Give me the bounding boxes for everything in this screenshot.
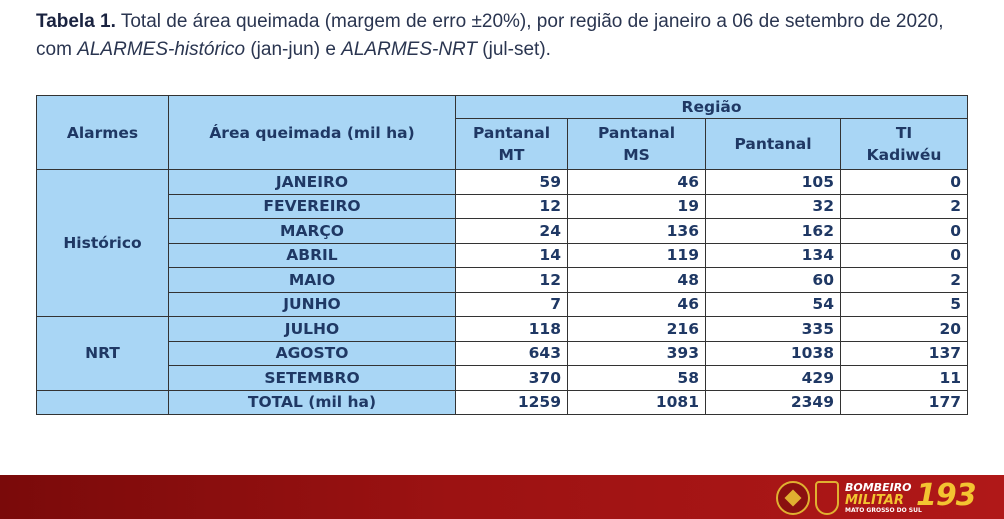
value-cell: 393 [567,340,706,366]
value-cell: 2 [839,193,969,219]
group-historico: Histórico [36,169,169,317]
value-cell: 11 [839,365,969,391]
value-cell: 24 [455,218,568,244]
month-label: SETEMBRO [168,365,456,391]
header-region-pantanal: Pantanal [705,118,841,170]
region-line1: Pantanal [472,124,551,142]
group-nrt: NRT [36,316,169,391]
table-row: JUNHO 7 46 54 5 [37,291,969,317]
value-cell: 216 [567,316,706,342]
total-value: 177 [839,389,969,415]
total-value: 1259 [455,389,568,415]
caption-text-a: Total de área queimada (margem de erro ±… [36,11,944,60]
region-line1: Pantanal [597,124,676,142]
region-line2: MS [623,146,650,164]
header-area: Área queimada (mil ha) [168,95,456,170]
month-label: MARÇO [168,218,456,244]
value-cell: 19 [567,193,706,219]
value-cell: 58 [567,365,706,391]
value-cell: 370 [455,365,568,391]
value-cell: 12 [455,193,568,219]
value-cell: 119 [567,242,706,268]
value-cell: 32 [705,193,841,219]
month-label: ABRIL [168,242,456,268]
region-line1: Pantanal [734,135,812,153]
brand-logo: BOMBEIRO MILITAR MATO GROSSO DO SUL [845,481,922,515]
month-label: MAIO [168,267,456,293]
value-cell: 54 [705,291,841,317]
region-line1: TI [895,124,913,142]
fire-dept-seal-icon [776,481,810,515]
value-cell: 48 [567,267,706,293]
caption-italic-b: ALARMES-NRT [341,39,478,60]
total-label: TOTAL (mil ha) [168,389,456,415]
value-cell: 118 [455,316,568,342]
value-cell: 335 [705,316,841,342]
value-cell: 429 [705,365,841,391]
total-empty-cell [36,389,169,415]
month-label: AGOSTO [168,340,456,366]
table-row: Histórico JANEIRO 59 46 105 0 [36,169,969,317]
caption-text-c: (jul-set). [477,39,551,60]
brand-number: 193 [916,478,977,513]
value-cell: 0 [839,218,969,244]
table-row: AGOSTO 643 393 1038 137 [37,340,969,366]
value-cell: 0 [839,242,969,268]
value-cell: 136 [567,218,706,244]
month-label: JANEIRO [168,169,456,195]
total-row: TOTAL (mil ha) 1259 1081 2349 177 [36,389,969,415]
header-region-mt: Pantanal MT [455,118,568,170]
caption-label: Tabela 1. [36,11,116,32]
value-cell: 12 [455,267,568,293]
month-label: FEVEREIRO [168,193,456,219]
caption-italic-a: ALARMES-histórico [77,39,246,60]
month-label: JULHO [168,316,456,342]
value-cell: 162 [705,218,841,244]
value-cell: 0 [839,169,969,195]
table-row: SETEMBRO 370 58 429 11 [37,365,969,391]
table-row: MAIO 12 48 60 2 [37,267,969,293]
table-row: FEVEREIRO 12 19 32 2 [37,193,969,219]
value-cell: 14 [455,242,568,268]
value-cell: 1038 [705,340,841,366]
total-value: 2349 [705,389,841,415]
value-cell: 59 [455,169,568,195]
value-cell: 137 [839,340,969,366]
table-row: MARÇO 24 136 162 0 [37,218,969,244]
region-line2: MT [498,146,525,164]
brand-line2: MILITAR [845,493,904,508]
table-row: ABRIL 14 119 134 0 [37,242,969,268]
month-label: JUNHO [168,291,456,317]
table-caption: Tabela 1. Total de área queimada (margem… [36,8,976,64]
value-cell: 643 [455,340,568,366]
brand-line3: MATO GROSSO DO SUL [845,507,922,514]
burned-area-table: Alarmes Área queimada (mil ha) Região Pa… [36,95,969,415]
total-value: 1081 [567,389,706,415]
header-region-ms: Pantanal MS [567,118,706,170]
caption-text-b: (jan-jun) e [245,39,342,60]
value-cell: 2 [839,267,969,293]
value-cell: 20 [839,316,969,342]
value-cell: 134 [705,242,841,268]
value-cell: 60 [705,267,841,293]
value-cell: 5 [839,291,969,317]
header-region-kadiweu: TI Kadiwéu [839,118,969,170]
value-cell: 46 [567,291,706,317]
table-row: NRT JULHO 118 216 335 20 [36,316,969,391]
value-cell: 105 [705,169,841,195]
value-cell: 46 [567,169,706,195]
fire-dept-shield-icon [815,481,839,515]
header-regiao: Região [454,95,969,119]
header-alarmes: Alarmes [36,95,169,170]
region-line2: Kadiwéu [866,146,942,164]
brand-line1: BOMBEIRO [845,481,912,494]
value-cell: 7 [455,291,568,317]
